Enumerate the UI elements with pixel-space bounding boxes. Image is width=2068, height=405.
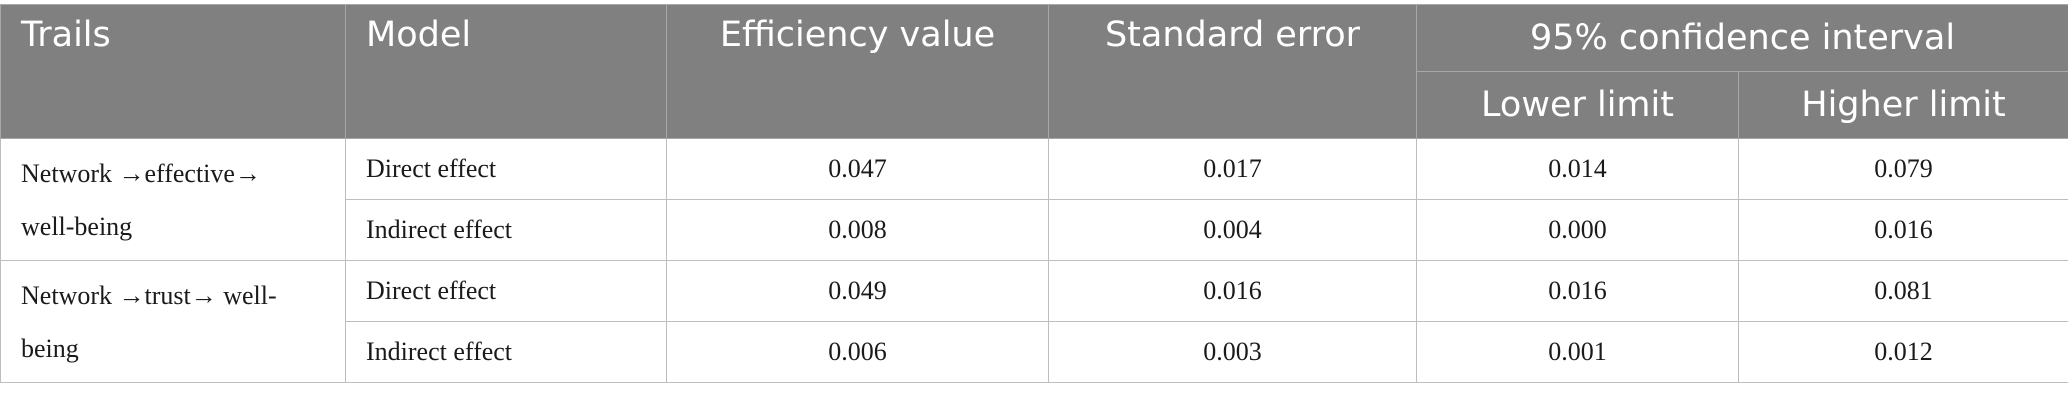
- lower-limit-cell: 0.001: [1416, 321, 1739, 383]
- header-efficiency-value: Efficiency value: [666, 4, 1049, 139]
- header-lower-limit: Lower limit: [1416, 71, 1739, 139]
- header-trails: Trails: [0, 4, 346, 139]
- higher-limit-cell: 0.081: [1737, 260, 2068, 322]
- standard-error-cell: 0.016: [1048, 260, 1417, 322]
- model-cell: Indirect effect: [345, 321, 667, 383]
- lower-limit-cell: 0.000: [1416, 199, 1739, 261]
- trail-text-line1: Network →effective→: [21, 158, 261, 188]
- model-cell: Indirect effect: [345, 199, 667, 261]
- efficiency-value-cell: 0.008: [666, 199, 1049, 261]
- trail-cell: Network →effective→ well-being: [0, 138, 346, 261]
- trail-text-line2: being: [21, 333, 79, 363]
- table-header: Trails Model Efficiency value Standard e…: [0, 4, 2068, 139]
- standard-error-cell: 0.003: [1048, 321, 1417, 383]
- header-standard-error: Standard error: [1048, 4, 1417, 139]
- efficiency-value-cell: 0.006: [666, 321, 1049, 383]
- mediation-effects-table: Trails Model Efficiency value Standard e…: [0, 4, 2068, 383]
- table-row: Network →effective→ well-being Direct ef…: [0, 138, 2068, 261]
- efficiency-value-cell: 0.049: [666, 260, 1049, 322]
- table-row: Network →trust→ well- being Direct effec…: [0, 260, 2068, 383]
- header-confidence-interval: 95% confidence interval: [1415, 4, 2068, 72]
- higher-limit-cell: 0.079: [1737, 138, 2068, 200]
- standard-error-cell: 0.004: [1048, 199, 1417, 261]
- header-row-1: Trails Model Efficiency value Standard e…: [0, 4, 2068, 139]
- header-model: Model: [345, 4, 667, 139]
- table-body: Network →effective→ well-being Direct ef…: [0, 138, 2068, 383]
- efficiency-value-cell: 0.047: [666, 138, 1049, 200]
- trail-text-line1: Network →trust→ well-: [21, 280, 277, 310]
- header-higher-limit: Higher limit: [1737, 71, 2068, 139]
- table-row: Indirect effect 0.006 0.003 0.001 0.012: [1, 321, 2068, 383]
- higher-limit-cell: 0.016: [1737, 199, 2068, 261]
- standard-error-cell: 0.017: [1048, 138, 1417, 200]
- higher-limit-cell: 0.012: [1737, 321, 2068, 383]
- trail-text-line2: well-being: [21, 211, 133, 241]
- trail-cell: Network →trust→ well- being: [0, 260, 346, 383]
- table-row: Indirect effect 0.008 0.004 0.000 0.016: [1, 199, 2068, 261]
- lower-limit-cell: 0.014: [1416, 138, 1739, 200]
- header-row-2: Lower limit Higher limit: [1, 71, 2068, 139]
- model-cell: Direct effect: [345, 260, 667, 322]
- model-cell: Direct effect: [345, 138, 667, 200]
- lower-limit-cell: 0.016: [1416, 260, 1739, 322]
